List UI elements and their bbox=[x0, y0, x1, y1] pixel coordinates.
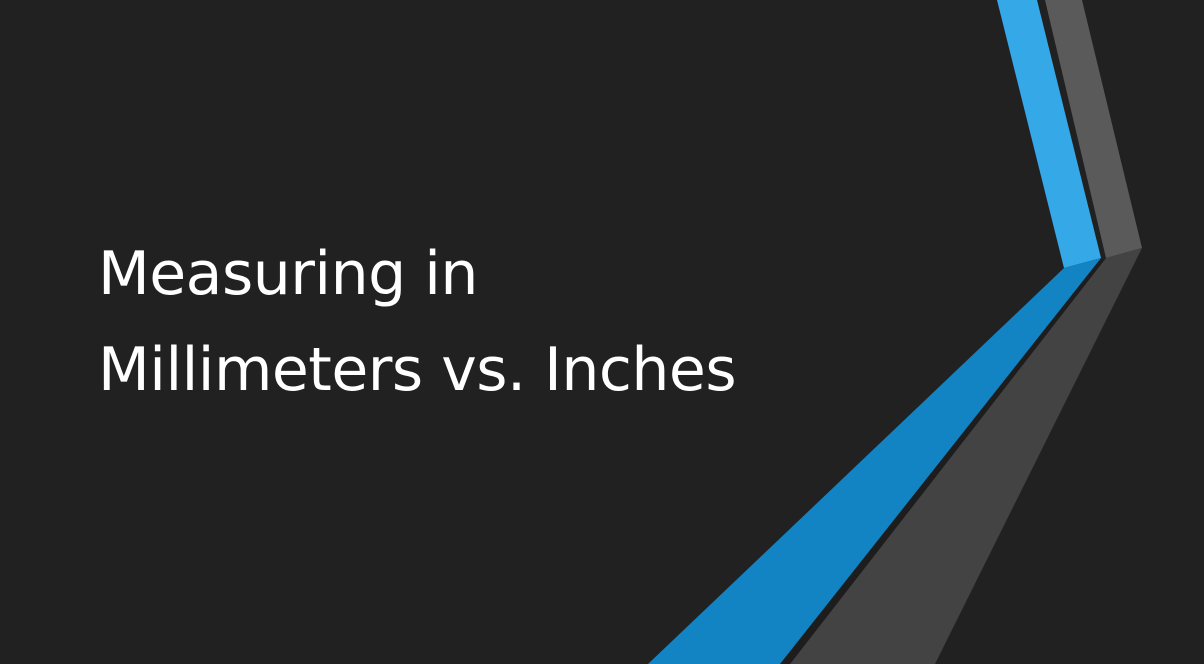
slide-title-line-1: Measuring in bbox=[98, 239, 478, 309]
blue-chevron-upper bbox=[997, 0, 1101, 268]
slide-title: Measuring in Millimeters vs. Inches bbox=[98, 226, 858, 418]
gray-chevron-upper bbox=[1045, 0, 1142, 258]
slide-title-line-2: Millimeters vs. Inches bbox=[98, 335, 737, 405]
blue-chevron-lower bbox=[648, 258, 1101, 664]
gray-chevron-lower bbox=[790, 248, 1142, 664]
